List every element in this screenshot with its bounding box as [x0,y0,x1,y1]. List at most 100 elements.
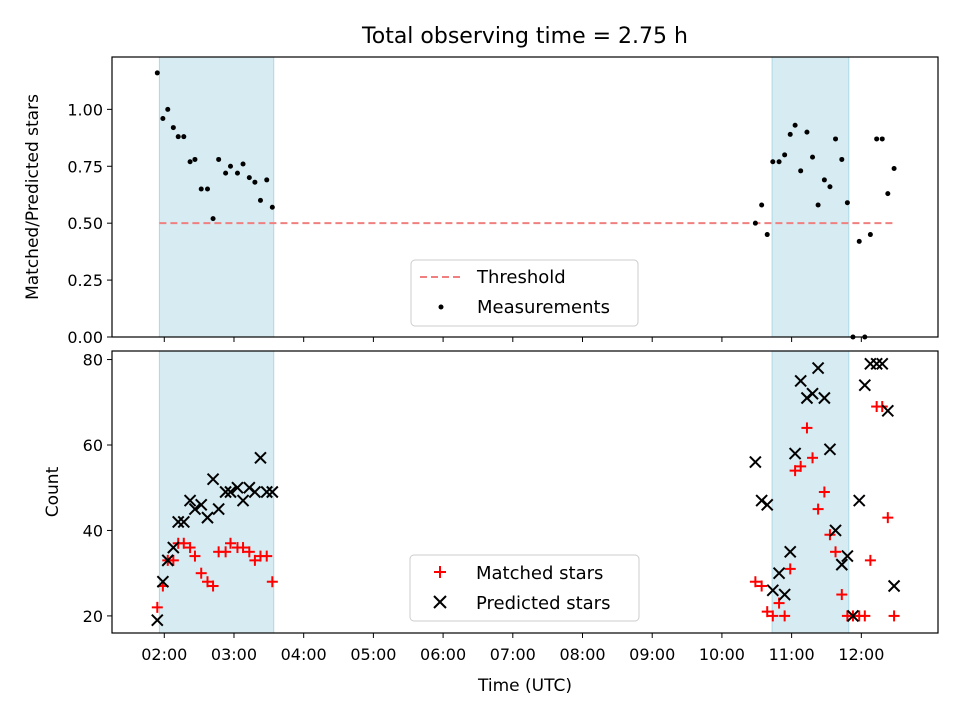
measurement-point [752,220,758,226]
top-y-tick-label: 0.00 [67,328,103,347]
bottom-axes-frame [111,350,939,634]
matched-star-point [830,546,842,558]
measurement-point [770,159,776,165]
predicted-star-point [887,579,901,593]
measurement-point [867,232,873,238]
top-shaded-region [771,56,850,338]
measurement-point [264,177,270,183]
measurement-point [227,163,233,169]
predicted-star-point [260,485,273,499]
measurement-point [252,179,258,185]
matched-star-point [756,580,768,592]
matched-star-point [784,563,796,575]
measurement-point [204,186,210,192]
measurement-point [223,170,229,176]
matched-star-point [795,460,807,472]
measurement-point [234,170,240,176]
matched-star-point [836,589,848,601]
predicted-star-point [784,545,797,559]
matched-star-point [220,546,232,558]
measurement-point [798,168,804,174]
predicted-star-point [841,549,854,563]
x-tick-label: 05:00 [350,645,396,664]
matched-star-point [812,503,824,515]
matched-star-point [801,422,813,434]
predicted-star-point [254,451,267,465]
top-y-tick-label: 0.50 [67,214,103,233]
bottom-y-tick-label: 60 [83,436,103,455]
x-tick-label: 02:00 [141,645,187,664]
measurement-point [181,134,187,140]
predicted-star-point [823,443,837,456]
matched-star-point [184,542,196,554]
legend-measurements-label: Measurements [477,297,610,318]
predicted-star-point [236,494,250,507]
chart-title: Total observing time = 2.75 h [361,24,688,49]
legend-measurements-swatch [438,304,444,310]
predicted-star-point [794,374,807,388]
bottom-shaded-region [771,350,850,634]
matched-star-point [201,576,213,588]
predicted-star-point [761,498,774,512]
matched-star-point [224,537,236,549]
measurement-point [787,131,793,137]
measurement-point [175,134,181,140]
predicted-star-point [766,584,780,597]
predicted-star-point [835,558,849,571]
measurement-point [815,202,821,208]
bottom-panel: 20 40 60 80 02:00 03:00 04:00 05:00 06:00 07:00 0… [43,350,939,696]
predicted-star-point [172,515,185,529]
predicted-star-point [772,566,786,580]
measurement-point [269,204,275,210]
measurement-point [154,70,160,76]
measurement-point [759,202,765,208]
predicted-star-point [219,485,232,499]
measurement-point [170,125,176,131]
measurement-point [257,197,263,203]
measurement-point [187,159,193,165]
measurement-point [776,159,782,165]
matched-star-point [818,486,830,498]
predicted-star-point [156,575,170,588]
measurement-point [160,115,166,121]
measurement-point [810,154,816,160]
measurement-point [879,136,885,142]
predicted-star-point [231,481,244,494]
measurement-point [827,184,833,190]
legend-predicted-label: Predicted stars [476,593,610,614]
x-tick-label: 07:00 [490,645,536,664]
top-y-tick-label: 0.75 [67,157,103,176]
matched-star-point [189,550,201,562]
top-y-tick-label: 0.25 [67,271,103,290]
x-tick-label: 10:00 [699,645,745,664]
matched-star-point [864,554,876,566]
measurement-point [874,136,880,142]
predicted-star-point [151,613,164,627]
predicted-star-point [811,361,825,375]
x-tick-label: 04:00 [281,645,327,664]
measurement-point [839,156,845,162]
predicted-star-point [183,494,197,507]
matched-star-point [761,606,773,618]
predicted-star-point [224,485,237,499]
predicted-star-point [212,502,225,516]
matched-star-point [261,550,273,562]
predicted-star-point [853,494,866,507]
measurement-point [210,216,216,222]
matched-star-point [807,452,819,464]
legend-threshold-label: Threshold [476,267,566,288]
predicted-star-point [806,387,819,400]
predicted-star-point [749,455,762,469]
predicted-star-point [161,554,174,567]
matched-star-point [207,580,219,592]
matched-star-point [178,537,190,549]
predicted-star-point [266,485,279,499]
measurement-point [782,152,788,158]
bottom-legend: Matched stars Predicted stars [409,554,640,622]
top-y-axis-label: Matched/Predicted stars [23,94,43,300]
legend-matched-label: Matched stars [476,563,603,584]
measurement-point [198,186,204,192]
measurement-point [192,156,198,162]
bottom-y-tick-label: 80 [83,351,103,370]
predicted-star-point [177,515,191,529]
